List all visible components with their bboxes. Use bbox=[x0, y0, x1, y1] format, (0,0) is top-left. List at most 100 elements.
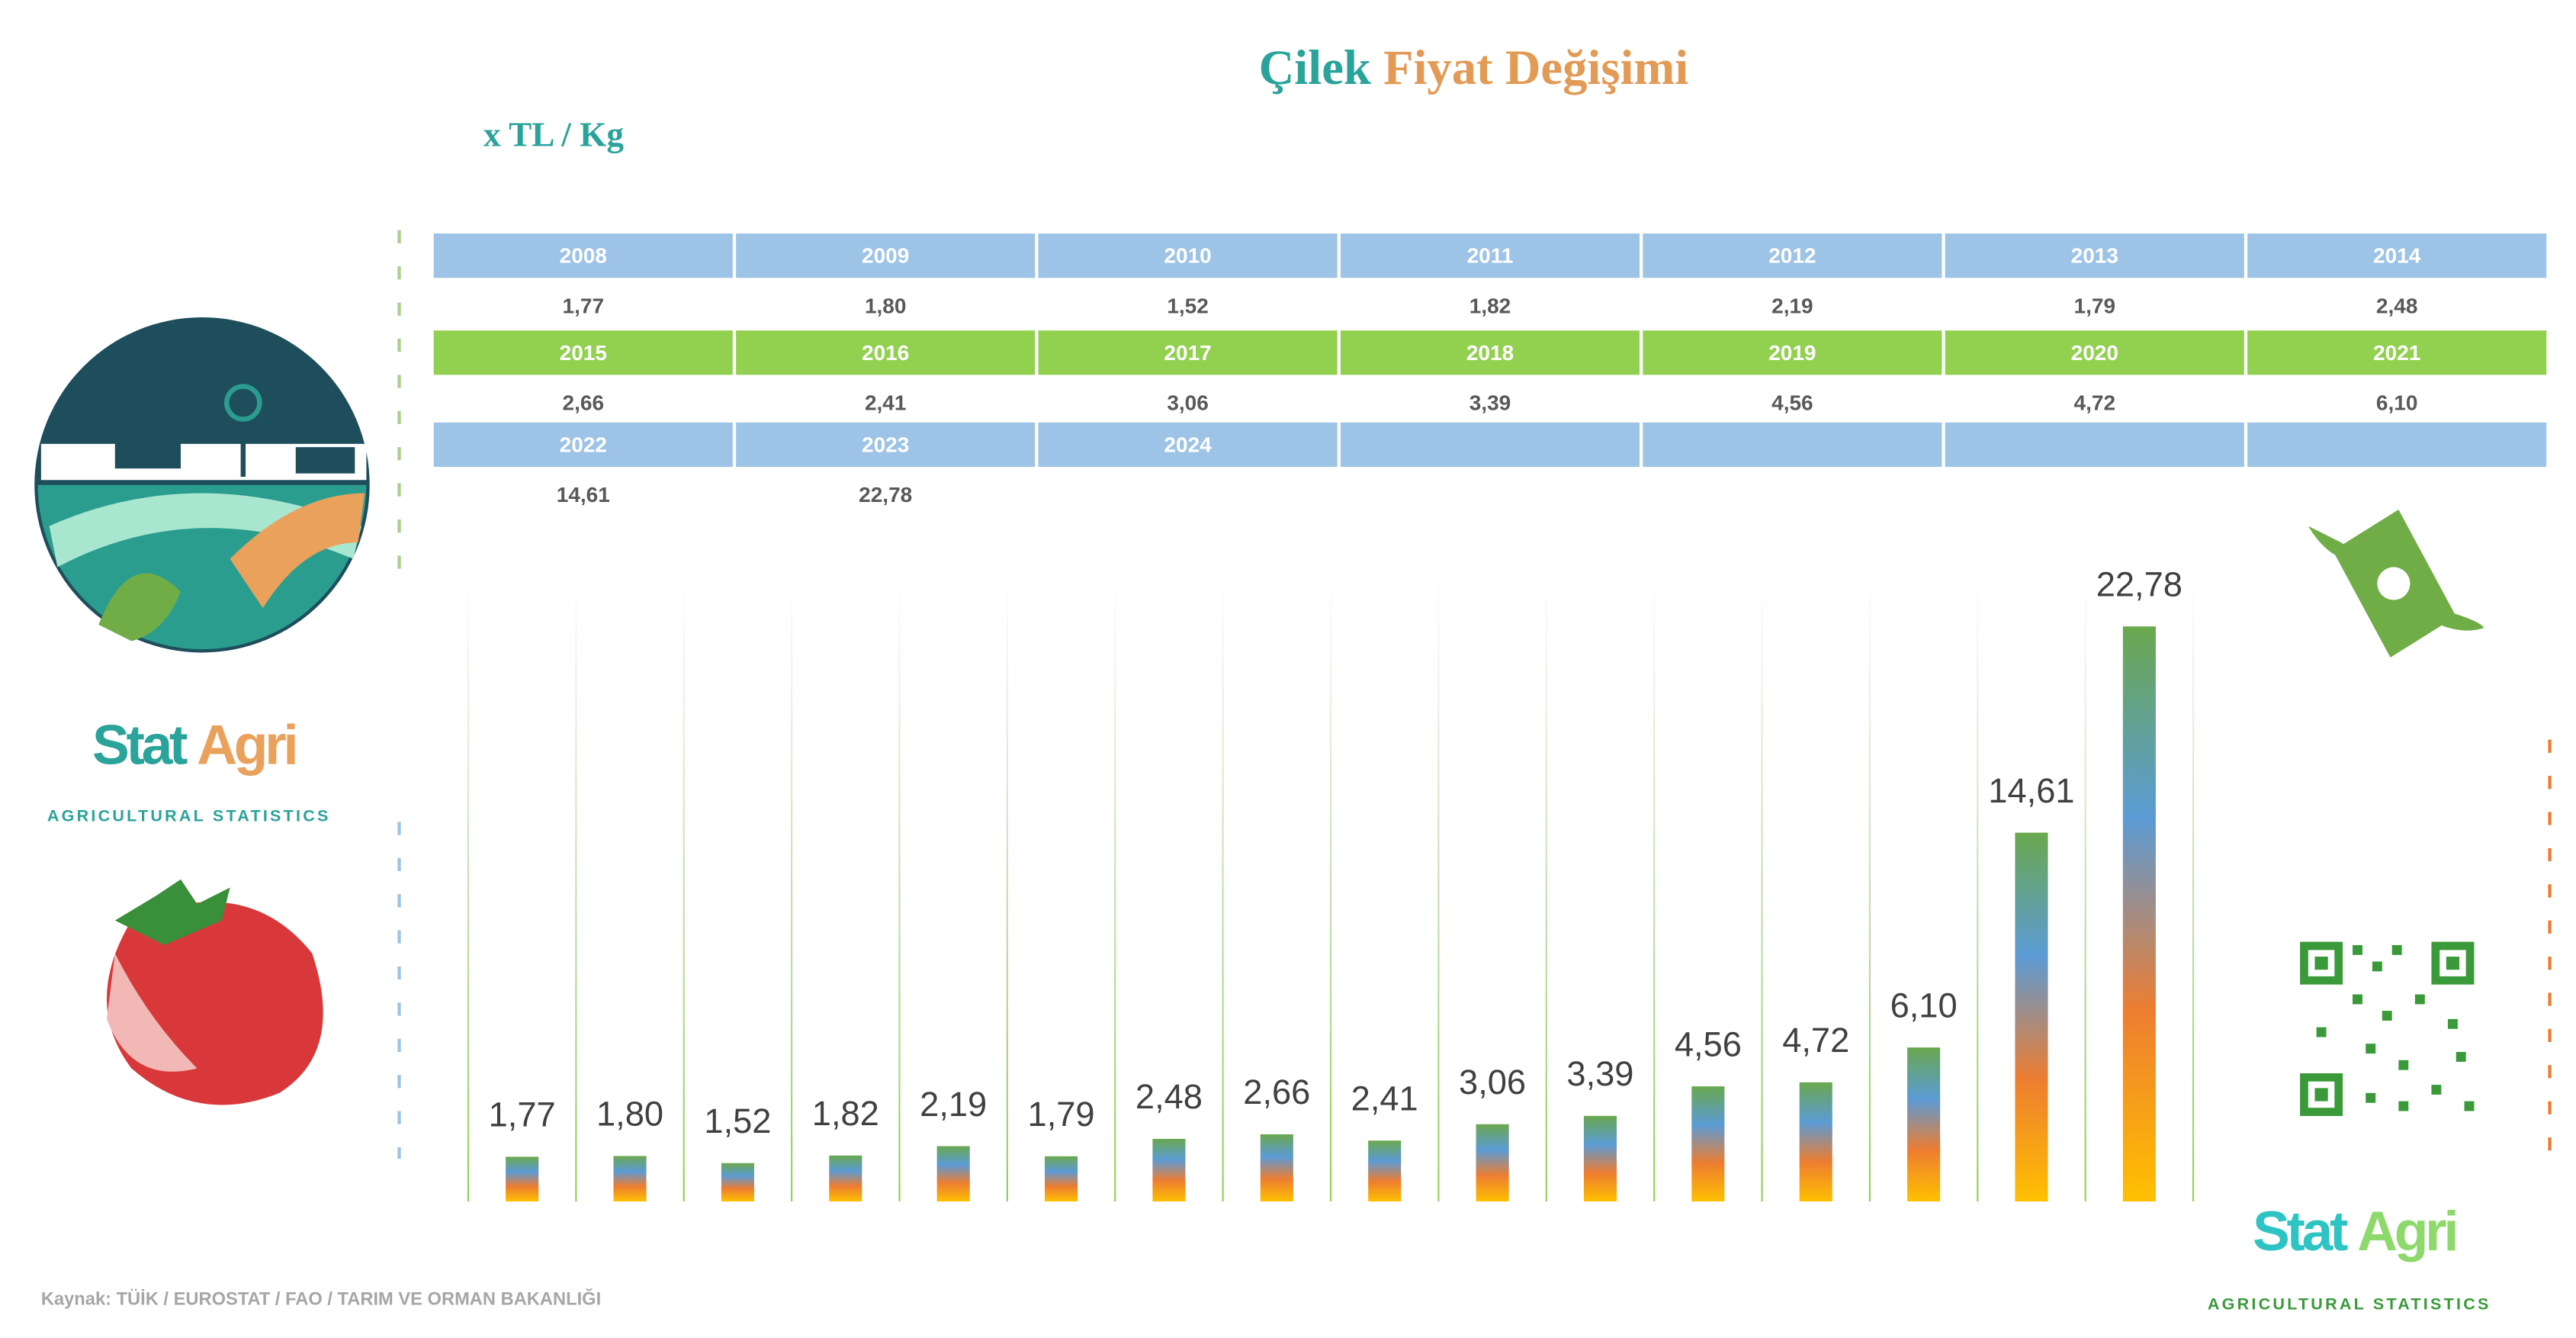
category-separator bbox=[1868, 575, 1871, 1202]
category-separator bbox=[2084, 575, 2086, 1202]
data-label: 1,80 bbox=[596, 1095, 663, 1134]
category-separator bbox=[683, 575, 685, 1202]
category-separator bbox=[467, 575, 470, 1202]
bar bbox=[1045, 1156, 1078, 1202]
money-icon bbox=[2308, 510, 2484, 658]
bar bbox=[1260, 1134, 1293, 1202]
table-header-cell bbox=[2247, 330, 2547, 375]
table-header-cell bbox=[1038, 233, 1338, 278]
table-year: 2016 bbox=[862, 341, 909, 365]
logo-part: Agri bbox=[2357, 1201, 2456, 1263]
title-part: Fiyat Değişimi bbox=[1383, 40, 1688, 95]
table-header-cell bbox=[1643, 422, 1942, 468]
logo-part: Agri bbox=[197, 714, 295, 777]
bar bbox=[1799, 1082, 1832, 1202]
table-header-cell bbox=[736, 330, 1036, 375]
source-note: Kaynak: TÜİK / EUROSTAT / FAO / TARIM VE… bbox=[41, 1288, 601, 1310]
table-year: 2009 bbox=[862, 244, 909, 268]
table-year: 2017 bbox=[1164, 341, 1211, 365]
table-value: 6,10 bbox=[2376, 391, 2418, 415]
category-separator bbox=[1114, 575, 1116, 1202]
table-year: 2008 bbox=[560, 244, 607, 268]
table-value: 2,19 bbox=[1771, 294, 1813, 317]
data-label: 6,10 bbox=[1890, 986, 1958, 1024]
bar bbox=[1583, 1115, 1617, 1202]
unit-label: x TL / Kg bbox=[483, 116, 624, 154]
bar bbox=[721, 1163, 754, 1202]
qr-code bbox=[2296, 938, 2478, 1120]
table-value: 1,77 bbox=[563, 294, 605, 317]
category-separator bbox=[575, 575, 577, 1202]
category-separator bbox=[791, 575, 793, 1202]
table-header-cell bbox=[736, 233, 1036, 278]
table-year: 2018 bbox=[1466, 341, 1514, 365]
table-year: 2014 bbox=[2373, 244, 2421, 268]
table-value: 1,79 bbox=[2074, 294, 2116, 317]
bar bbox=[936, 1146, 970, 1202]
table-header-cell bbox=[1945, 330, 2244, 375]
category-separator bbox=[1329, 575, 1332, 1202]
data-label: 14,61 bbox=[1988, 771, 2074, 810]
bar bbox=[506, 1156, 539, 1202]
category-separator bbox=[1006, 575, 1008, 1202]
table-header-cell bbox=[736, 422, 1036, 468]
table-year: 2012 bbox=[1768, 244, 1816, 268]
logo-tagline: AGRICULTURAL STATISTICS bbox=[2208, 1295, 2491, 1313]
table-year: 2023 bbox=[862, 433, 909, 456]
table-year: 2011 bbox=[1467, 244, 1514, 268]
category-separator bbox=[1545, 575, 1547, 1202]
data-label: 1,82 bbox=[812, 1094, 879, 1133]
farm-illustration bbox=[34, 317, 370, 653]
table-value: 4,72 bbox=[2074, 391, 2116, 415]
chart-title: Çilek Fiyat Değişimi bbox=[1259, 40, 1689, 95]
table-header-cell bbox=[1340, 422, 1640, 468]
table-year: 2015 bbox=[560, 341, 607, 365]
bar bbox=[2122, 626, 2156, 1202]
category-separator bbox=[1761, 575, 1763, 1202]
bar bbox=[1691, 1086, 1725, 1202]
table-header-cell bbox=[1340, 233, 1640, 278]
table-year: 2010 bbox=[1164, 244, 1211, 268]
bar bbox=[829, 1155, 862, 1202]
table-header-cell bbox=[1038, 330, 1338, 375]
table-value: 1,80 bbox=[865, 294, 906, 317]
data-label: 1,52 bbox=[704, 1102, 771, 1140]
bar bbox=[1152, 1138, 1186, 1202]
table-year: 2020 bbox=[2071, 341, 2118, 365]
strawberry bbox=[107, 879, 323, 1105]
data-label: 4,72 bbox=[1782, 1021, 1849, 1060]
table-year: 2024 bbox=[1164, 433, 1212, 456]
table-header-cell bbox=[2247, 233, 2547, 278]
data-label: 22,78 bbox=[2096, 564, 2183, 603]
table-value: 14,61 bbox=[557, 483, 610, 507]
table-value: 1,82 bbox=[1469, 294, 1511, 317]
category-separator bbox=[2192, 575, 2195, 1202]
category-separator bbox=[1977, 575, 1979, 1202]
data-label: 3,06 bbox=[1459, 1063, 1526, 1102]
data-label: 2,48 bbox=[1135, 1077, 1203, 1116]
category-separator bbox=[898, 575, 901, 1202]
logo-tagline: AGRICULTURAL STATISTICS bbox=[47, 807, 331, 825]
logo-text: Stat Agri bbox=[92, 714, 295, 777]
table-value: 4,56 bbox=[1771, 391, 1813, 415]
table-header-cell bbox=[433, 422, 733, 468]
data-label: 1,77 bbox=[489, 1095, 556, 1134]
category-separator bbox=[1437, 575, 1440, 1202]
data-label: 4,56 bbox=[1675, 1024, 1742, 1063]
table-header-cell bbox=[1643, 233, 1942, 278]
table-header-cell bbox=[1945, 422, 2244, 468]
bar bbox=[1368, 1140, 1402, 1202]
bar bbox=[613, 1156, 647, 1202]
table-header-cell bbox=[2247, 422, 2547, 468]
table-header-cell bbox=[433, 233, 733, 278]
table-value: 2,41 bbox=[865, 391, 906, 415]
table-header-cell bbox=[1945, 233, 2244, 278]
logo-part: Stat bbox=[92, 714, 188, 777]
table-value: 3,06 bbox=[1167, 391, 1208, 415]
data-label: 2,41 bbox=[1351, 1079, 1418, 1118]
table-header-cell bbox=[1340, 330, 1640, 375]
table-value: 3,39 bbox=[1469, 391, 1511, 415]
logo-part: Stat bbox=[2253, 1201, 2348, 1263]
table-header-cell bbox=[1038, 422, 1338, 468]
